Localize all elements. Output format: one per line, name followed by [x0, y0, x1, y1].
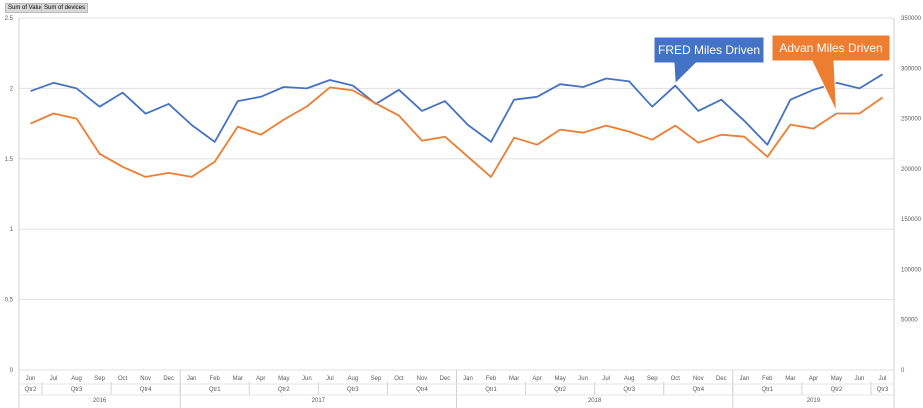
callout-label: FRED Miles Driven [658, 43, 760, 57]
x-month-label: Dec [163, 376, 174, 382]
callout-fred: FRED Miles Driven [653, 36, 765, 85]
x-month-label: Apr [256, 376, 265, 382]
x-year-label: 2018 [588, 398, 602, 404]
x-quarter-label: Qtr4 [692, 387, 704, 393]
x-month-label: Apr [809, 376, 818, 382]
callout-shape [653, 36, 765, 85]
y-left-tick-label: 0 [10, 368, 14, 374]
x-month-label: Nov [140, 376, 151, 382]
x-quarter-label: Qtr3 [347, 387, 359, 393]
x-quarter-label: Qtr2 [831, 387, 843, 393]
x-month-label: Mar [509, 376, 519, 382]
x-quarter-label: Qtr2 [25, 387, 37, 393]
x-quarter-label: Qtr1 [485, 387, 497, 393]
x-year-label: 2017 [312, 398, 326, 404]
y-right-tick-label: 50000 [901, 318, 918, 324]
callout-label: Advan Miles Driven [779, 41, 882, 55]
x-month-label: Sep [647, 376, 658, 382]
y-right-tick-label: 100000 [901, 267, 922, 273]
x-month-label: Feb [762, 376, 773, 382]
x-quarter-label: Qtr3 [623, 387, 635, 393]
x-month-label: Aug [348, 376, 359, 382]
x-month-label: Dec [716, 376, 727, 382]
x-month-label: Jan [187, 376, 197, 382]
y-right-tick-label: 200000 [901, 167, 922, 173]
x-month-label: Oct [118, 376, 128, 382]
y-right-tick-label: 250000 [901, 117, 922, 123]
x-month-label: Jan [463, 376, 473, 382]
y-left-tick-label: 1.5 [5, 157, 14, 163]
x-month-label: May [831, 376, 842, 382]
series-line-fred [30, 73, 883, 146]
x-month-label: Jun [578, 376, 588, 382]
x-month-label: Jun [855, 376, 865, 382]
x-quarter-label: Qtr3 [877, 387, 889, 393]
x-month-label: Feb [210, 376, 221, 382]
x-quarter-label: Qtr2 [554, 387, 566, 393]
y-left-tick-label: 0.5 [5, 298, 14, 304]
x-month-label: Jul [879, 376, 887, 382]
x-month-label: Mar [233, 376, 243, 382]
y-left-tick-label: 1 [10, 227, 14, 233]
x-quarter-label: Qtr4 [140, 387, 152, 393]
y-right-tick-label: 350000 [901, 16, 922, 22]
x-quarter-label: Qtr3 [71, 387, 83, 393]
x-quarter-label: Qtr2 [278, 387, 290, 393]
x-month-label: Apr [532, 376, 541, 382]
y-left-tick-label: 2 [10, 86, 14, 92]
x-month-label: Jan [739, 376, 749, 382]
x-month-label: Jul [50, 376, 58, 382]
x-month-label: Jun [302, 376, 312, 382]
x-month-label: Aug [624, 376, 635, 382]
x-month-label: Nov [693, 376, 704, 382]
callout-advan: Advan Miles Driven [771, 34, 891, 112]
x-year-label: 2016 [93, 398, 107, 404]
x-month-label: Jul [602, 376, 610, 382]
callout-shape [771, 34, 891, 112]
series-line-advan [30, 86, 884, 178]
y-right-tick-label: 150000 [901, 217, 922, 223]
x-month-label: Oct [394, 376, 404, 382]
x-month-label: Sep [371, 376, 382, 382]
x-quarter-label: Qtr4 [416, 387, 428, 393]
x-quarter-label: Qtr1 [762, 387, 774, 393]
y-left-tick-label: 2.5 [5, 16, 14, 22]
x-month-label: May [554, 376, 565, 382]
x-month-label: Aug [71, 376, 82, 382]
x-month-label: Dec [440, 376, 451, 382]
x-month-label: Mar [785, 376, 795, 382]
x-month-label: Nov [417, 376, 428, 382]
x-month-label: Feb [486, 376, 497, 382]
y-right-tick-label: 0 [901, 368, 905, 374]
x-month-label: Jul [326, 376, 334, 382]
x-month-label: Sep [94, 376, 105, 382]
x-month-label: Jun [26, 376, 36, 382]
y-right-tick-label: 300000 [901, 66, 922, 72]
x-year-label: 2019 [807, 398, 821, 404]
x-month-label: Oct [671, 376, 681, 382]
x-quarter-label: Qtr1 [209, 387, 221, 393]
x-month-label: May [278, 376, 289, 382]
field-button-sum-of-devices[interactable]: Sum of devices [41, 3, 89, 13]
